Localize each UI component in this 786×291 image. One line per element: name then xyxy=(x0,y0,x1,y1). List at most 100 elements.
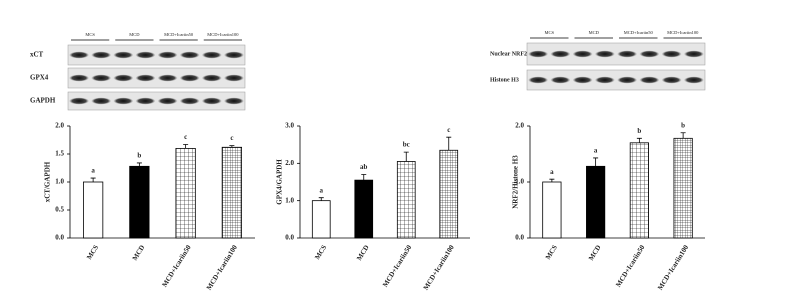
blot-band xyxy=(617,76,638,84)
blot-band xyxy=(157,51,178,59)
y-tick-label: 1.0 xyxy=(55,178,64,186)
lane-label: MCD xyxy=(129,32,140,37)
bar xyxy=(396,161,416,239)
significance-letter: c xyxy=(184,133,187,141)
blot-band xyxy=(69,74,90,82)
blot-band xyxy=(135,74,156,82)
row-label: Histone H3 xyxy=(490,77,519,83)
blot-band xyxy=(113,51,134,59)
blot-background xyxy=(67,67,246,89)
blot-background xyxy=(526,42,706,66)
y-axis-title: NRF2/Histone H3 xyxy=(512,155,520,209)
row-label: GPX4 xyxy=(30,74,49,82)
lane-label: MCD+Icariin100 xyxy=(207,32,239,37)
y-axis-title: xCT/GAPDH xyxy=(44,161,52,202)
y-axis-title: GPX4/GAPDH xyxy=(276,159,284,205)
lane-label: MCS xyxy=(85,32,95,37)
y-tick-label: 0.0 xyxy=(55,234,64,242)
blot-band xyxy=(661,76,682,84)
blot-band xyxy=(572,50,593,58)
x-tick-label: MCD+Icariin100 xyxy=(205,243,239,291)
lane-label: MCD xyxy=(589,30,600,35)
x-tick-label: MCD xyxy=(587,244,603,262)
bar xyxy=(629,142,649,239)
y-tick-label: 0.5 xyxy=(55,206,64,214)
blot-band xyxy=(223,74,244,82)
x-tick-label: MCD xyxy=(355,244,371,262)
blot-band xyxy=(157,74,178,82)
blot-band xyxy=(639,76,660,84)
significance-letter: bc xyxy=(403,141,410,149)
blot-band xyxy=(135,51,156,59)
blot-band xyxy=(135,97,156,105)
significance-letter: a xyxy=(594,147,598,155)
row-label: Nuclear NRF2 xyxy=(490,51,527,57)
blot-band xyxy=(179,74,200,82)
blot-band xyxy=(201,74,222,82)
error-bar xyxy=(549,178,555,182)
error-bar xyxy=(636,137,642,143)
blot-band xyxy=(113,97,134,105)
bar xyxy=(439,149,459,239)
blot-band xyxy=(594,76,615,84)
x-tick-label: MCS xyxy=(85,244,100,262)
blot-band xyxy=(91,51,112,59)
blot-background xyxy=(67,91,246,111)
significance-letter: b xyxy=(681,121,685,129)
blot-band xyxy=(617,50,638,58)
y-tick-label: 2.0 xyxy=(285,159,294,167)
blot-band xyxy=(683,50,704,58)
error-bar xyxy=(403,151,409,162)
significance-letter: a xyxy=(550,168,554,176)
error-bar xyxy=(90,177,96,182)
bar xyxy=(586,165,606,239)
x-tick-label: MCS xyxy=(313,244,328,262)
significance-letter: c xyxy=(447,126,450,134)
bar xyxy=(221,146,242,239)
error-bar xyxy=(361,174,367,181)
x-tick-label: MCS xyxy=(544,244,559,262)
blot-band xyxy=(661,50,682,58)
blot-band xyxy=(157,97,178,105)
lane-label: MCD+Icariin50 xyxy=(164,32,194,37)
significance-letter: c xyxy=(230,134,233,142)
x-tick-label: MCD+Icariin50 xyxy=(160,243,192,288)
significance-letter: b xyxy=(137,152,141,160)
bar xyxy=(175,147,196,239)
blot-band xyxy=(223,97,244,105)
lane-label: MCD+Icariin50 xyxy=(624,30,654,35)
bar xyxy=(311,200,331,239)
blot-band xyxy=(528,50,549,58)
blot-band xyxy=(201,51,222,59)
blot-background xyxy=(526,69,706,91)
blot-background xyxy=(67,44,246,66)
bar xyxy=(673,137,693,239)
y-tick-label: 1.5 xyxy=(55,150,64,158)
x-tick-label: MCD+Icariin50 xyxy=(614,243,646,288)
error-bar xyxy=(593,157,599,167)
y-tick-label: 1.0 xyxy=(285,196,294,204)
error-bar xyxy=(136,162,142,167)
blot-band xyxy=(594,50,615,58)
blot-band xyxy=(201,97,222,105)
error-bar xyxy=(183,144,189,149)
bar xyxy=(542,181,562,239)
significance-letter: ab xyxy=(360,163,368,171)
y-tick-label: 2.0 xyxy=(515,122,524,130)
error-bar xyxy=(229,145,235,148)
blot-band xyxy=(550,50,571,58)
bar xyxy=(354,179,374,239)
significance-letter: a xyxy=(320,186,324,194)
x-tick-label: MCD xyxy=(131,244,147,262)
blot-band xyxy=(179,97,200,105)
blot-band xyxy=(91,97,112,105)
blot-band xyxy=(179,51,200,59)
blot-band xyxy=(683,76,704,84)
blot-band xyxy=(91,74,112,82)
error-bar xyxy=(318,197,324,201)
y-tick-label: 0.0 xyxy=(285,234,294,242)
blot-band xyxy=(69,97,90,105)
blot-band xyxy=(528,76,549,84)
